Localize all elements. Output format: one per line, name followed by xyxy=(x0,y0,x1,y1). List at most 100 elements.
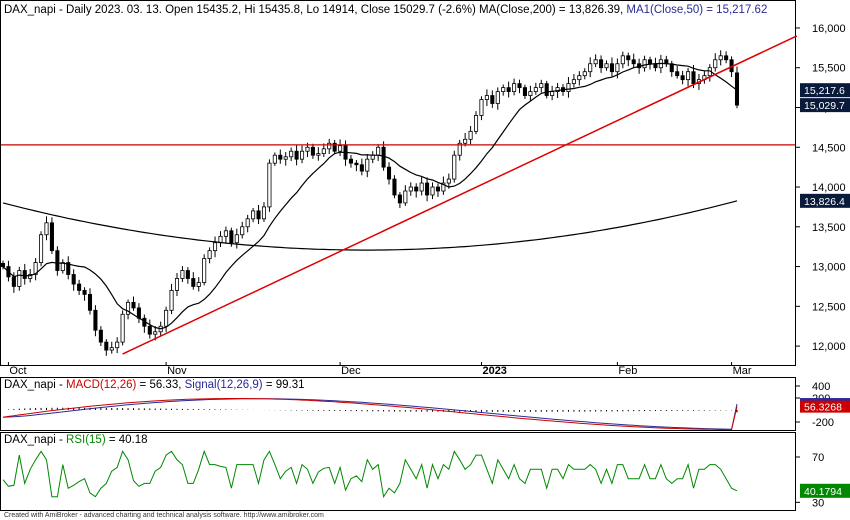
price-tick-label: 12,000 xyxy=(812,341,846,353)
candle-body xyxy=(202,258,207,283)
candle-body xyxy=(256,210,261,220)
candle-body xyxy=(370,154,375,160)
candle-body xyxy=(327,142,332,150)
price-tick-label: 13,500 xyxy=(812,222,846,234)
candle-body xyxy=(713,59,718,69)
candle-body xyxy=(153,331,158,335)
footer-credit: Created with AmiBroker - advanced charti… xyxy=(4,512,324,519)
x-tick-label: Feb xyxy=(618,365,637,377)
candle-body xyxy=(305,146,310,152)
candle-body xyxy=(332,142,337,152)
candle-body xyxy=(588,63,593,73)
candle-body xyxy=(403,190,408,204)
ma200-line xyxy=(2,200,738,251)
candle-body xyxy=(207,250,212,260)
candle-body xyxy=(566,83,571,92)
macd-value: = 56.33, xyxy=(136,379,184,391)
rsi-badge: 40.1794 xyxy=(804,486,842,498)
rsi-value: = 40.18 xyxy=(106,434,148,446)
candle-body xyxy=(49,222,54,252)
candle-body xyxy=(495,91,500,104)
candle-body xyxy=(126,301,131,315)
candle-body xyxy=(33,262,38,275)
candle-body xyxy=(571,79,576,85)
candle-body xyxy=(223,230,228,237)
signal-value: = 99.31 xyxy=(263,379,305,391)
candle-body xyxy=(289,150,294,158)
candle-body xyxy=(321,148,326,155)
macd-tick-label: -200 xyxy=(812,417,834,429)
candle-body xyxy=(354,162,359,166)
candle-body xyxy=(348,158,354,164)
candle-body xyxy=(109,347,114,351)
candle-body xyxy=(213,242,218,252)
candle-body xyxy=(66,262,71,275)
close-badge: 15,029.7 xyxy=(804,100,845,112)
candle-body xyxy=(71,274,76,285)
candle-body xyxy=(533,87,538,92)
candle-body xyxy=(435,186,440,192)
price-y-axis: 16,00015,50015,00014,50014,00013,50013,0… xyxy=(796,23,846,353)
candle-body xyxy=(675,71,680,77)
candle-body xyxy=(582,71,587,77)
candle-body xyxy=(39,234,44,263)
macd-badge: 56.3268 xyxy=(804,402,842,414)
candle-body xyxy=(484,95,489,100)
candle-body xyxy=(115,341,120,349)
candle-body xyxy=(452,154,457,180)
candle-body xyxy=(686,71,691,81)
candle-body xyxy=(169,290,174,311)
ma50-line xyxy=(2,62,738,330)
price-title: DAX_napi - Daily 2023. 03. 13. Open 1543… xyxy=(4,4,767,16)
rsi-ticker: DAX_napi xyxy=(4,434,56,446)
candle-body xyxy=(441,182,446,192)
candle-body xyxy=(272,154,277,164)
close-badge-bg xyxy=(800,98,850,113)
signal-label: Signal(12,26,9) xyxy=(185,379,263,391)
candle-body xyxy=(408,186,413,192)
ma50-label: MA1(Close,50) = 15,217.62 xyxy=(626,4,767,16)
candle-body xyxy=(550,91,555,96)
candle-body xyxy=(539,83,544,89)
price-info: - Daily 2023. 03. 13. Open 15435.2, Hi 1… xyxy=(56,4,627,16)
macd-ticker: DAX_napi xyxy=(4,379,56,391)
rsi-pane-frame xyxy=(0,432,796,511)
candle-body xyxy=(517,83,522,89)
candle-body xyxy=(120,313,125,343)
candle-body xyxy=(522,87,527,96)
candle-body xyxy=(376,146,381,156)
candle-body xyxy=(577,75,582,81)
candle-body xyxy=(93,309,98,331)
macd-title: DAX_napi - MACD(12,26) = 56.33, Signal(1… xyxy=(4,379,305,391)
macd-badge-bg xyxy=(800,400,850,413)
candle-body xyxy=(196,282,201,287)
candle-body xyxy=(479,99,484,116)
candle-body xyxy=(191,278,196,287)
candle-body xyxy=(87,293,93,311)
candle-body xyxy=(473,115,479,132)
candle-body xyxy=(446,178,451,184)
candle-body xyxy=(463,138,468,144)
candle-body xyxy=(240,226,245,236)
candle-body xyxy=(55,250,60,271)
candle-body xyxy=(631,59,636,65)
candle-body xyxy=(604,63,609,69)
candle-body xyxy=(22,270,27,279)
x-tick-label: Mar xyxy=(733,365,752,377)
candle-body xyxy=(419,182,424,192)
candle-body xyxy=(17,270,22,287)
macd-line xyxy=(2,398,738,430)
candle-body xyxy=(180,270,185,279)
x-tick-label: Oct xyxy=(9,365,26,377)
candle-body xyxy=(620,55,625,65)
candle-body xyxy=(386,166,392,180)
candle-body xyxy=(397,194,402,204)
candle-body xyxy=(294,150,299,160)
x-tick-label: Nov xyxy=(167,365,187,377)
candle-body xyxy=(251,210,256,220)
candle-body xyxy=(457,142,462,156)
candle-body xyxy=(28,274,33,279)
candle-body xyxy=(365,158,370,172)
indicator-lines xyxy=(1,35,798,355)
